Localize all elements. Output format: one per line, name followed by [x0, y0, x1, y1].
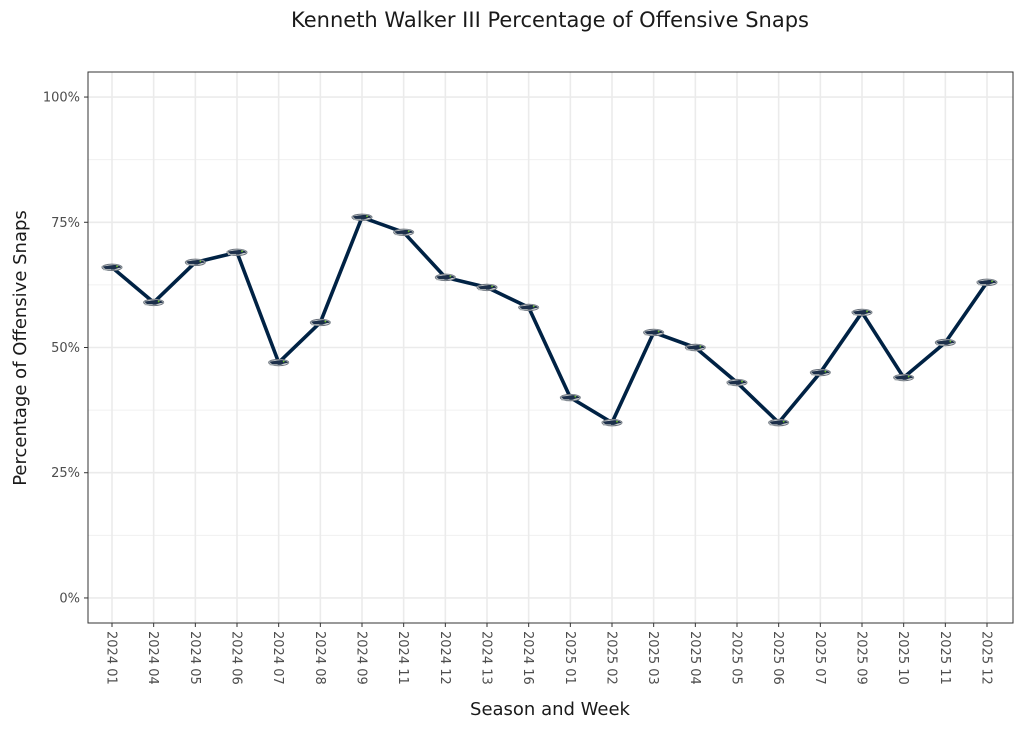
seahawks-logo-icon [351, 213, 373, 221]
seahawks-logo-icon [226, 248, 248, 257]
x-tick-label: 2025 03 [645, 631, 660, 685]
x-tick-label: 2025 10 [895, 631, 910, 685]
x-tick-label: 2025 04 [687, 631, 702, 685]
x-tick-label: 2025 05 [729, 631, 744, 685]
seahawks-logo-icon [392, 228, 415, 236]
x-tick-label: 2024 07 [270, 631, 285, 685]
x-tick-label: 2025 11 [937, 631, 952, 685]
x-tick-label: 2024 08 [312, 631, 327, 685]
x-tick-label: 2024 11 [395, 631, 410, 685]
seahawks-logo-icon [517, 303, 540, 312]
x-tick-label: 2024 12 [437, 631, 452, 685]
seahawks-logo-icon [809, 368, 831, 377]
y-tick-label: 0% [59, 591, 80, 606]
x-tick-label: 2024 01 [104, 631, 119, 685]
grid [88, 72, 1013, 623]
y-tick-label: 75% [51, 216, 80, 231]
x-tick-label: 2024 04 [145, 631, 160, 685]
x-tick-label: 2025 02 [604, 631, 619, 685]
seahawks-logo-icon [642, 328, 665, 337]
x-tick-label: 2024 16 [520, 631, 535, 685]
x-axis-title: Season and Week [470, 699, 631, 720]
seahawks-logo-icon [934, 338, 956, 347]
x-tick-label: 2025 12 [979, 631, 994, 685]
y-axis-title: Percentage of Offensive Snaps [10, 210, 31, 486]
y-tick-label: 100% [43, 91, 80, 106]
x-axis: 2024 01 2024 04 2024 05 2024 06 2024 07 2024 … [104, 623, 994, 685]
seahawks-logo-icon [684, 343, 706, 352]
chart-title: Kenneth Walker III Percentage of Offensi… [291, 8, 809, 32]
x-tick-label: 2024 05 [187, 631, 202, 685]
seahawks-logo-icon [601, 418, 623, 427]
series-line [110, 215, 989, 425]
seahawks-logo-icon [142, 298, 165, 307]
series-layer [101, 213, 998, 427]
seahawks-logo-icon [476, 283, 498, 292]
x-tick-label: 2024 09 [354, 631, 369, 685]
x-tick-label: 2024 06 [229, 631, 244, 685]
x-tick-label: 2025 06 [770, 631, 785, 685]
x-tick-label: 2025 07 [812, 631, 827, 685]
seahawks-logo-icon [851, 308, 873, 317]
y-tick-label: 50% [51, 341, 80, 356]
y-tick-label: 25% [51, 466, 80, 481]
y-axis: 0% 25% 50% 75% 100% [43, 91, 88, 606]
seahawks-logo-icon [976, 278, 998, 287]
seahawks-logo-icon [101, 263, 123, 272]
seahawks-logo-icon [434, 273, 456, 282]
seahawks-logo-icon [309, 318, 331, 327]
seahawks-logo-icon [892, 373, 915, 382]
seahawks-logo-icon [767, 418, 790, 427]
seahawks-logo-icon [559, 393, 581, 402]
seahawks-logo-icon [726, 378, 748, 387]
x-tick-label: 2024 13 [479, 631, 494, 685]
x-tick-label: 2025 01 [562, 631, 577, 685]
seahawks-logo-icon [184, 258, 206, 267]
x-tick-label: 2025 09 [854, 631, 869, 685]
seahawks-logo-icon [267, 358, 290, 367]
